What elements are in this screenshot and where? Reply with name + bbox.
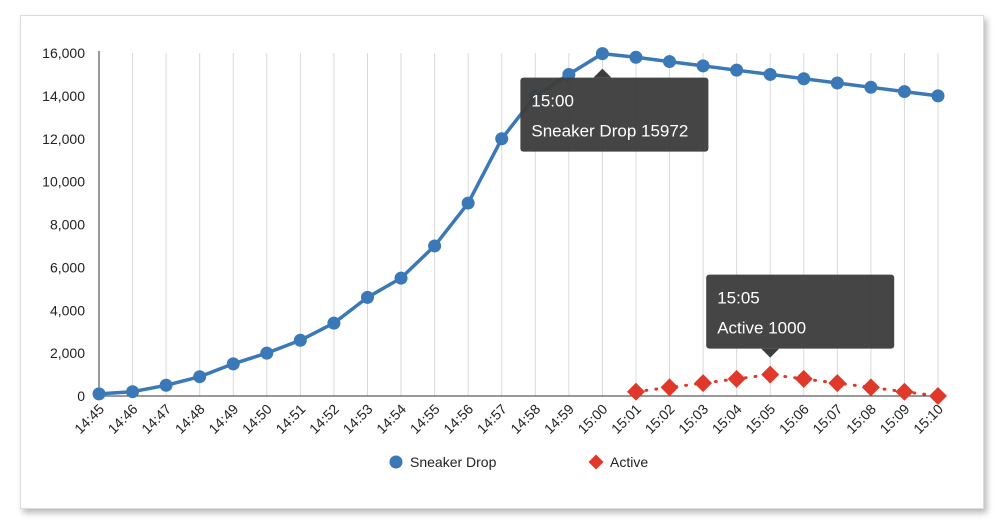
- y-tick-label: 12,000: [42, 131, 85, 147]
- data-point[interactable]: [260, 346, 274, 360]
- y-tick-label: 14,000: [42, 88, 85, 104]
- x-tick-label: 15:06: [776, 401, 812, 437]
- data-point[interactable]: [794, 369, 813, 388]
- x-tick-label: 14:52: [306, 401, 342, 437]
- x-tick-label: 15:04: [709, 401, 745, 437]
- tooltip-value: Sneaker Drop 15972: [531, 122, 688, 141]
- x-tick-label: 14:47: [138, 401, 174, 437]
- tooltips: 15:00 Sneaker Drop 15972 15:05 Active 1000: [520, 68, 895, 358]
- x-tick-label: 15:10: [910, 401, 946, 437]
- x-tick-label: 15:00: [574, 401, 610, 437]
- tooltip: 15:00 Sneaker Drop 15972: [520, 68, 709, 152]
- data-point[interactable]: [761, 365, 780, 384]
- data-point[interactable]: [696, 59, 710, 73]
- x-tick-label: 14:53: [340, 401, 376, 437]
- x-tick-label: 14:56: [440, 401, 476, 437]
- x-tick-label: 14:59: [541, 401, 577, 437]
- x-tick-label: 15:01: [608, 401, 644, 437]
- x-tick-label: 15:02: [642, 401, 678, 437]
- data-point[interactable]: [626, 382, 645, 401]
- data-point[interactable]: [360, 290, 374, 304]
- series-line: [634, 373, 940, 398]
- data-point[interactable]: [394, 271, 408, 285]
- data-point[interactable]: [663, 55, 677, 69]
- chart-card: 0 2,000 4,000 6,000 8,000 10,000 12,000 14,000 1…: [20, 15, 984, 509]
- series-layer: [92, 47, 947, 405]
- y-tick-label: 8,000: [50, 217, 85, 233]
- legend-label: Active: [610, 454, 648, 470]
- data-point[interactable]: [929, 387, 947, 405]
- data-point[interactable]: [864, 80, 878, 94]
- data-point[interactable]: [830, 76, 844, 90]
- x-tick-label: 14:49: [205, 401, 241, 437]
- x-tick-label: 14:57: [474, 401, 510, 437]
- line-chart: 0 2,000 4,000 6,000 8,000 10,000 12,000 14,000 1…: [42, 45, 947, 470]
- legend-label: Sneaker Drop: [410, 454, 497, 470]
- data-point[interactable]: [660, 378, 679, 397]
- data-point[interactable]: [92, 387, 106, 401]
- data-point[interactable]: [694, 374, 713, 393]
- legend-marker: [389, 455, 403, 469]
- data-point[interactable]: [293, 333, 307, 347]
- data-point[interactable]: [763, 67, 777, 81]
- tooltip-pointer: [761, 348, 780, 358]
- x-tick-label: 14:48: [172, 401, 208, 437]
- x-tick-label: 14:51: [272, 401, 308, 437]
- tooltip-time: 15:00: [531, 92, 574, 111]
- data-point[interactable]: [193, 370, 207, 384]
- data-point[interactable]: [595, 47, 609, 61]
- series-1: [626, 365, 947, 405]
- x-tick-label: 15:09: [876, 401, 912, 437]
- data-point[interactable]: [428, 239, 442, 253]
- x-tick-label: 14:55: [407, 401, 443, 437]
- legend-item[interactable]: Sneaker Drop: [389, 454, 497, 470]
- tooltip-value: Active 1000: [717, 319, 806, 338]
- data-point[interactable]: [327, 316, 341, 330]
- data-point[interactable]: [159, 378, 173, 392]
- x-tick-label: 15:08: [843, 401, 879, 437]
- data-point[interactable]: [797, 72, 811, 86]
- tooltip-box: [520, 77, 709, 152]
- data-point[interactable]: [629, 50, 643, 64]
- y-tick-label: 4,000: [50, 302, 85, 318]
- x-tick-label: 14:58: [507, 401, 543, 437]
- legend-item[interactable]: Active: [588, 454, 649, 470]
- data-point[interactable]: [828, 374, 847, 393]
- y-tick-label: 0: [77, 388, 85, 404]
- data-point[interactable]: [861, 378, 880, 397]
- data-point[interactable]: [495, 132, 509, 146]
- x-tick-label: 14:46: [105, 401, 141, 437]
- data-point[interactable]: [461, 196, 475, 210]
- tooltip-pointer: [593, 68, 612, 78]
- y-tick-label: 16,000: [42, 45, 85, 61]
- data-point[interactable]: [931, 89, 945, 103]
- data-point[interactable]: [895, 382, 914, 401]
- y-tick-label: 6,000: [50, 259, 85, 275]
- x-tick-label: 15:05: [742, 401, 778, 437]
- tooltip: 15:05 Active 1000: [706, 274, 895, 358]
- data-point[interactable]: [226, 357, 240, 371]
- y-tick-label: 2,000: [50, 345, 85, 361]
- x-tick-label: 14:54: [373, 401, 409, 437]
- legend-marker: [588, 454, 604, 470]
- data-point[interactable]: [727, 369, 746, 388]
- data-point[interactable]: [126, 385, 140, 399]
- x-tick-label: 15:07: [809, 401, 845, 437]
- data-point[interactable]: [897, 85, 911, 99]
- x-tick-label: 14:50: [239, 401, 275, 437]
- data-point[interactable]: [730, 63, 744, 77]
- legend[interactable]: Sneaker Drop Active: [389, 454, 649, 470]
- x-tick-label: 14:45: [71, 401, 107, 437]
- tooltip-box: [706, 274, 895, 349]
- tooltip-time: 15:05: [717, 289, 760, 308]
- x-tick-label: 15:03: [675, 401, 711, 437]
- y-tick-label: 10,000: [42, 174, 85, 190]
